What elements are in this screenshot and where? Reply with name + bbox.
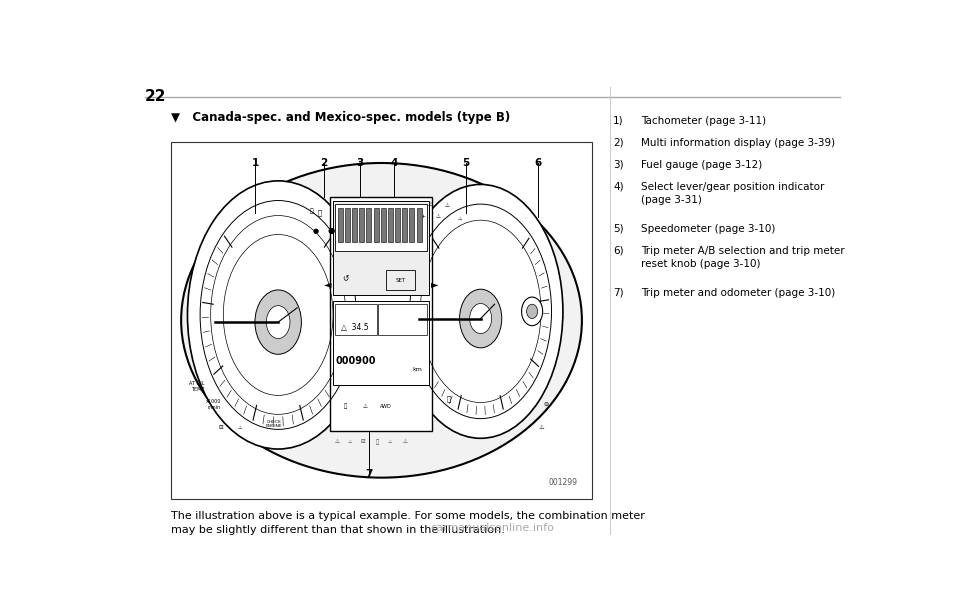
Ellipse shape: [521, 297, 542, 326]
Bar: [335, 204, 427, 251]
Text: ●: ●: [312, 228, 319, 234]
Bar: [378, 304, 427, 335]
Bar: [330, 197, 432, 431]
Text: AWD: AWD: [380, 404, 392, 409]
Bar: [333, 301, 429, 385]
Text: 5): 5): [613, 224, 624, 234]
Text: 001299: 001299: [549, 478, 578, 486]
Text: Tachometer (page 3-11): Tachometer (page 3-11): [641, 115, 766, 126]
Text: ⚠: ⚠: [444, 203, 449, 208]
Text: ⚠: ⚠: [363, 404, 368, 409]
Text: 4: 4: [391, 158, 397, 168]
Text: Select lever/gear position indicator
(page 3-31): Select lever/gear position indicator (pa…: [641, 182, 825, 205]
Bar: [417, 208, 421, 242]
Bar: [352, 208, 357, 242]
Text: ⛽: ⛽: [344, 403, 348, 409]
Bar: [367, 208, 372, 242]
Bar: [171, 142, 592, 499]
Text: ⊖: ⊖: [543, 402, 549, 407]
Text: Trip meter and odometer (page 3-10): Trip meter and odometer (page 3-10): [641, 288, 835, 298]
Text: ⚠: ⚠: [388, 439, 392, 444]
Text: ●: ●: [327, 227, 334, 235]
Text: 2): 2): [613, 137, 624, 148]
Text: SET: SET: [396, 278, 405, 283]
Text: 5: 5: [463, 158, 469, 168]
Text: 3): 3): [613, 160, 624, 170]
Text: ⚠: ⚠: [402, 439, 407, 444]
Text: The illustration above is a typical example. For some models, the combination me: The illustration above is a typical exam…: [171, 511, 644, 535]
Text: Multi information display (page 3-39): Multi information display (page 3-39): [641, 137, 835, 148]
Text: 2: 2: [320, 158, 327, 168]
Ellipse shape: [187, 181, 369, 449]
Bar: [373, 208, 378, 242]
Text: △  34.5: △ 34.5: [341, 323, 369, 332]
Text: ↺: ↺: [343, 275, 348, 284]
Text: ⊟: ⊟: [219, 425, 224, 430]
Ellipse shape: [527, 304, 538, 318]
Text: Speedometer (page 3-10): Speedometer (page 3-10): [641, 224, 775, 234]
Ellipse shape: [266, 306, 290, 338]
Bar: [333, 200, 429, 295]
Ellipse shape: [460, 289, 502, 348]
Text: AT OIL
TEMP: AT OIL TEMP: [189, 381, 204, 392]
Text: 1: 1: [252, 158, 258, 168]
Text: 6: 6: [534, 158, 541, 168]
Text: ⚠: ⚠: [238, 425, 242, 430]
Text: 7): 7): [613, 288, 624, 298]
Bar: [359, 208, 364, 242]
Text: 6): 6): [613, 246, 624, 256]
Text: 1): 1): [613, 115, 624, 126]
Text: ⊟: ⊟: [360, 439, 365, 444]
Ellipse shape: [469, 304, 492, 334]
Ellipse shape: [398, 185, 563, 438]
Text: ⚠: ⚠: [427, 202, 433, 207]
Text: Fuel gauge (page 3-12): Fuel gauge (page 3-12): [641, 160, 762, 170]
Bar: [409, 208, 415, 242]
Text: 22: 22: [145, 89, 166, 104]
Text: CHECK
ENGINE: CHECK ENGINE: [266, 420, 282, 428]
Text: ⚠: ⚠: [348, 439, 352, 444]
Text: 3: 3: [357, 158, 364, 168]
Bar: [402, 208, 407, 242]
Text: ▼   Canada-spec. and Mexico-spec. models (type B): ▼ Canada-spec. and Mexico-spec. models (…: [171, 111, 510, 124]
Bar: [395, 208, 400, 242]
Text: ⚠: ⚠: [457, 216, 462, 221]
Text: ⓘ: ⓘ: [318, 210, 322, 216]
Ellipse shape: [181, 163, 582, 478]
Bar: [381, 208, 386, 242]
Ellipse shape: [255, 290, 301, 354]
Text: +: +: [420, 214, 426, 219]
Text: carmanualsonline.info: carmanualsonline.info: [430, 524, 554, 533]
Text: ⚠: ⚠: [436, 214, 441, 219]
Text: ⚠: ⚠: [335, 439, 340, 444]
Bar: [345, 208, 349, 242]
Text: ⓘ: ⓘ: [310, 208, 314, 214]
Bar: [388, 208, 393, 242]
Text: 000900: 000900: [336, 356, 376, 367]
Text: ⓘ: ⓘ: [447, 396, 451, 402]
Bar: [386, 270, 416, 290]
Text: ⚠: ⚠: [539, 425, 544, 430]
Bar: [338, 208, 343, 242]
Text: km: km: [412, 367, 421, 372]
Text: x1000
r/min: x1000 r/min: [206, 399, 222, 410]
Bar: [335, 304, 377, 335]
Text: 4): 4): [613, 182, 624, 192]
Text: E: E: [338, 214, 342, 219]
Text: Trip meter A/B selection and trip meter
reset knob (page 3-10): Trip meter A/B selection and trip meter …: [641, 246, 845, 269]
Text: Ⓜ: Ⓜ: [375, 439, 379, 445]
Text: ►: ►: [431, 280, 439, 290]
Text: ◄: ◄: [324, 280, 331, 290]
Text: 7: 7: [365, 469, 372, 479]
